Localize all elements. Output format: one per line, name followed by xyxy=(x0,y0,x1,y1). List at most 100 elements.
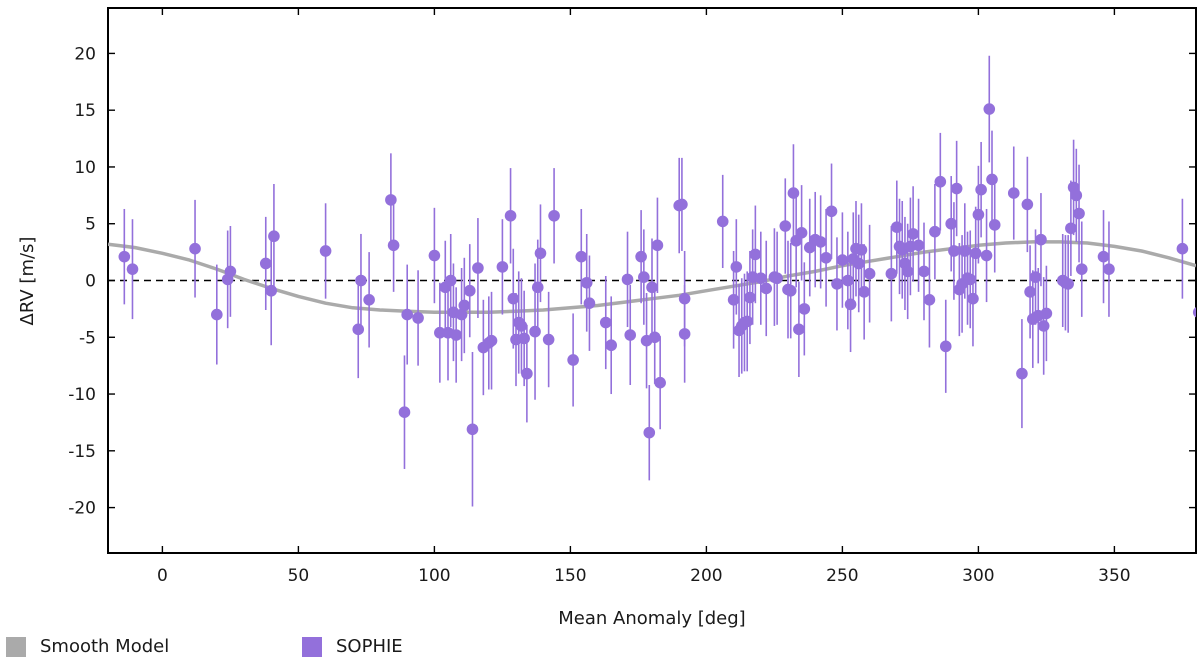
sophie-point xyxy=(1007,146,1020,240)
sophie-point xyxy=(567,313,579,407)
sophie-point xyxy=(265,236,278,346)
sophie-point xyxy=(643,384,656,481)
sophie-point xyxy=(793,281,805,378)
sophie-point xyxy=(211,264,223,365)
data-marker xyxy=(434,326,446,339)
sophie-point xyxy=(1067,139,1080,236)
legend-label-smooth-model: Smooth Model xyxy=(40,636,170,657)
data-marker xyxy=(1037,320,1050,332)
sophie-point xyxy=(1040,265,1053,362)
sophie-point xyxy=(412,270,424,366)
data-marker xyxy=(463,284,476,297)
sophie-point xyxy=(744,250,756,345)
data-marker xyxy=(567,354,579,366)
sophie-point xyxy=(599,275,612,370)
data-marker xyxy=(542,333,555,346)
data-marker xyxy=(986,173,998,186)
sophie-point xyxy=(126,219,139,320)
sophie-point xyxy=(507,248,520,349)
data-marker xyxy=(1065,222,1077,235)
sophie-point xyxy=(259,216,272,311)
sophie-point xyxy=(434,282,446,383)
sophie-point xyxy=(980,208,993,303)
sophie-point xyxy=(907,186,919,282)
sophie-point xyxy=(268,183,280,289)
sophie-point xyxy=(929,183,941,280)
data-marker xyxy=(485,334,498,347)
sophie-point xyxy=(912,198,925,292)
points-layer xyxy=(118,55,1196,507)
data-marker xyxy=(831,278,843,290)
y-tick-label: 20 xyxy=(74,44,96,64)
sophie-point xyxy=(939,299,952,393)
data-marker xyxy=(507,292,520,305)
sophie-point xyxy=(605,296,617,395)
sophie-point xyxy=(398,355,411,469)
data-marker xyxy=(1021,198,1034,211)
sophie-point xyxy=(771,231,783,325)
data-marker xyxy=(891,221,903,233)
sophie-point xyxy=(678,285,691,383)
data-marker xyxy=(1176,242,1189,255)
sophie-point xyxy=(352,280,365,379)
data-marker xyxy=(126,263,139,275)
y-tick-label: -5 xyxy=(79,328,96,348)
data-marker xyxy=(983,103,996,115)
data-marker xyxy=(398,406,411,419)
data-marker xyxy=(211,308,223,321)
data-marker xyxy=(945,217,957,230)
data-marker xyxy=(901,265,914,278)
sophie-point xyxy=(779,178,792,274)
data-marker xyxy=(1007,187,1020,199)
x-tick-label: 200 xyxy=(690,566,722,586)
sophie-point xyxy=(515,278,528,374)
data-marker xyxy=(1040,307,1053,320)
data-marker xyxy=(583,297,596,310)
sophie-swatch-icon xyxy=(302,636,322,657)
sophie-point xyxy=(988,177,1001,273)
sophie-point xyxy=(458,257,471,354)
data-marker xyxy=(189,242,201,255)
sophie-point xyxy=(1037,277,1050,375)
data-marker xyxy=(716,215,729,228)
data-marker xyxy=(458,299,471,312)
data-marker xyxy=(651,239,664,252)
sophie-point xyxy=(836,212,849,308)
sophie-point xyxy=(825,163,838,259)
data-marker xyxy=(939,340,952,353)
sophie-point xyxy=(466,352,479,507)
data-marker xyxy=(771,272,783,285)
data-marker xyxy=(1097,250,1110,263)
data-marker xyxy=(741,315,753,328)
y-tick-label: 5 xyxy=(85,215,96,235)
sophie-point xyxy=(986,130,998,229)
x-tick-label: 150 xyxy=(554,566,586,586)
sophie-point xyxy=(831,237,843,331)
chart: 0 50 100 150 200 250 300 35020151050-5-10-15-20… xyxy=(17,7,1197,629)
y-axis-title: ΔRV [m/s] xyxy=(17,237,38,326)
data-marker xyxy=(118,250,131,263)
data-marker xyxy=(1070,189,1083,202)
y-tick-label: 0 xyxy=(85,272,96,292)
data-marker xyxy=(352,323,365,336)
sophie-point xyxy=(548,168,560,264)
data-marker xyxy=(624,329,637,341)
data-marker xyxy=(1016,367,1028,380)
data-marker xyxy=(948,245,960,257)
data-marker xyxy=(1024,286,1036,298)
data-marker xyxy=(638,271,650,283)
sophie-point xyxy=(918,222,930,321)
data-marker xyxy=(1192,307,1196,318)
data-marker xyxy=(730,261,743,273)
y-tick-label: -20 xyxy=(68,499,96,519)
sophie-point xyxy=(542,291,555,388)
sophie-point xyxy=(224,226,237,317)
data-marker xyxy=(466,423,479,436)
sophie-point xyxy=(858,244,870,340)
data-marker xyxy=(929,225,941,238)
sophie-point xyxy=(646,238,658,337)
data-marker xyxy=(855,244,868,256)
data-marker xyxy=(363,294,375,306)
sophie-point xyxy=(534,204,547,303)
data-marker xyxy=(972,208,985,221)
